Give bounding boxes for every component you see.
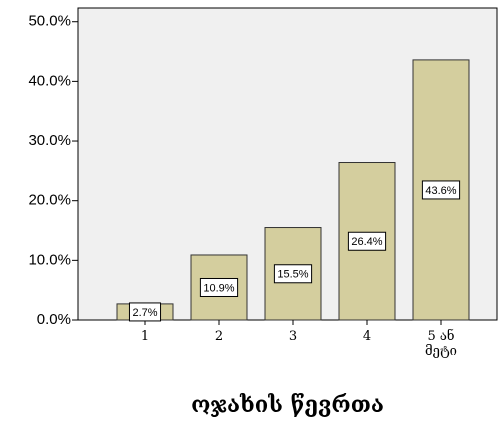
value-label: 26.4%: [351, 236, 382, 248]
y-tick-label: 30.0%: [28, 132, 71, 149]
x-tick-label: 2: [214, 329, 224, 344]
value-label-box: [128, 302, 162, 322]
x-tick-label: 1: [140, 329, 150, 344]
value-label-box: [347, 231, 387, 251]
value-label-box: [199, 277, 239, 297]
y-tick-label: 20.0%: [28, 192, 71, 209]
y-tick-label: 50.0%: [28, 13, 71, 30]
value-label: 43.6%: [425, 185, 456, 197]
value-label: 15.5%: [277, 269, 308, 281]
y-tick-label: 0.0%: [37, 311, 71, 328]
x-tick-label: 3: [288, 329, 298, 344]
x-tick-label: 4: [362, 329, 372, 344]
value-label: 2.7%: [132, 307, 157, 319]
x-axis-title: ოჯახის წევრთა: [191, 392, 384, 418]
value-label-box: [421, 180, 461, 200]
y-tick-label: 40.0%: [28, 72, 71, 89]
value-label: 10.9%: [203, 282, 234, 294]
y-tick-label: 10.0%: [28, 251, 71, 268]
x-tick-label: 5 ან მეტი: [425, 329, 457, 359]
value-label-box: [273, 264, 313, 284]
